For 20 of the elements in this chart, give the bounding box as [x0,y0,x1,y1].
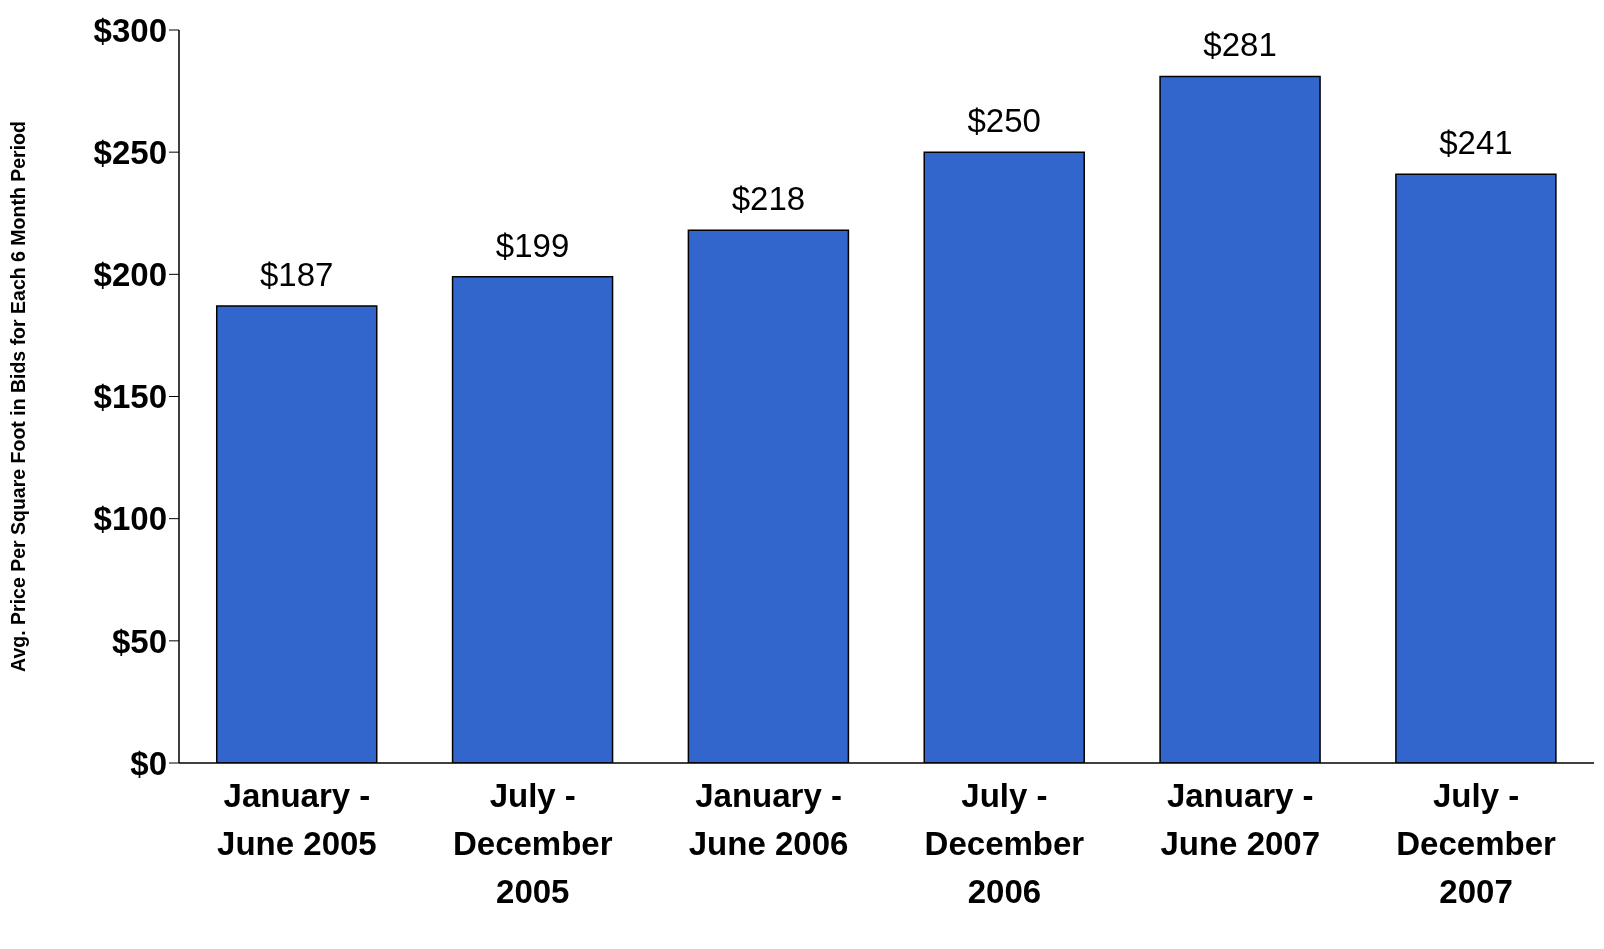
data-label: $187 [260,256,334,294]
y-tick-label: $100 [93,500,167,538]
x-tick-label: January - June 2007 [1160,777,1321,862]
data-label: $250 [967,102,1041,140]
x-tick-label: July - December 2007 [1396,777,1557,910]
y-axis-title: Avg. Price Per Square Foot in Bids for Each 6 Month Period [6,121,29,672]
x-tick-label: January - June 2005 [217,777,377,862]
y-tick-label: $150 [93,378,167,416]
y-tick-label: $250 [93,133,167,171]
data-label: $218 [731,180,806,218]
y-tick-label: $200 [93,256,167,294]
y-tick-label: $0 [130,744,167,782]
x-tick-label: July - December 2005 [452,777,613,910]
y-tick-label: $50 [111,622,167,660]
y-tick-label: $300 [93,11,167,49]
data-label: $199 [495,226,570,264]
data-label: $281 [1203,26,1277,64]
data-label: $241 [1439,124,1513,162]
x-tick-label: July - December 2006 [924,777,1085,910]
x-tick-label: January - June 2006 [688,777,849,862]
